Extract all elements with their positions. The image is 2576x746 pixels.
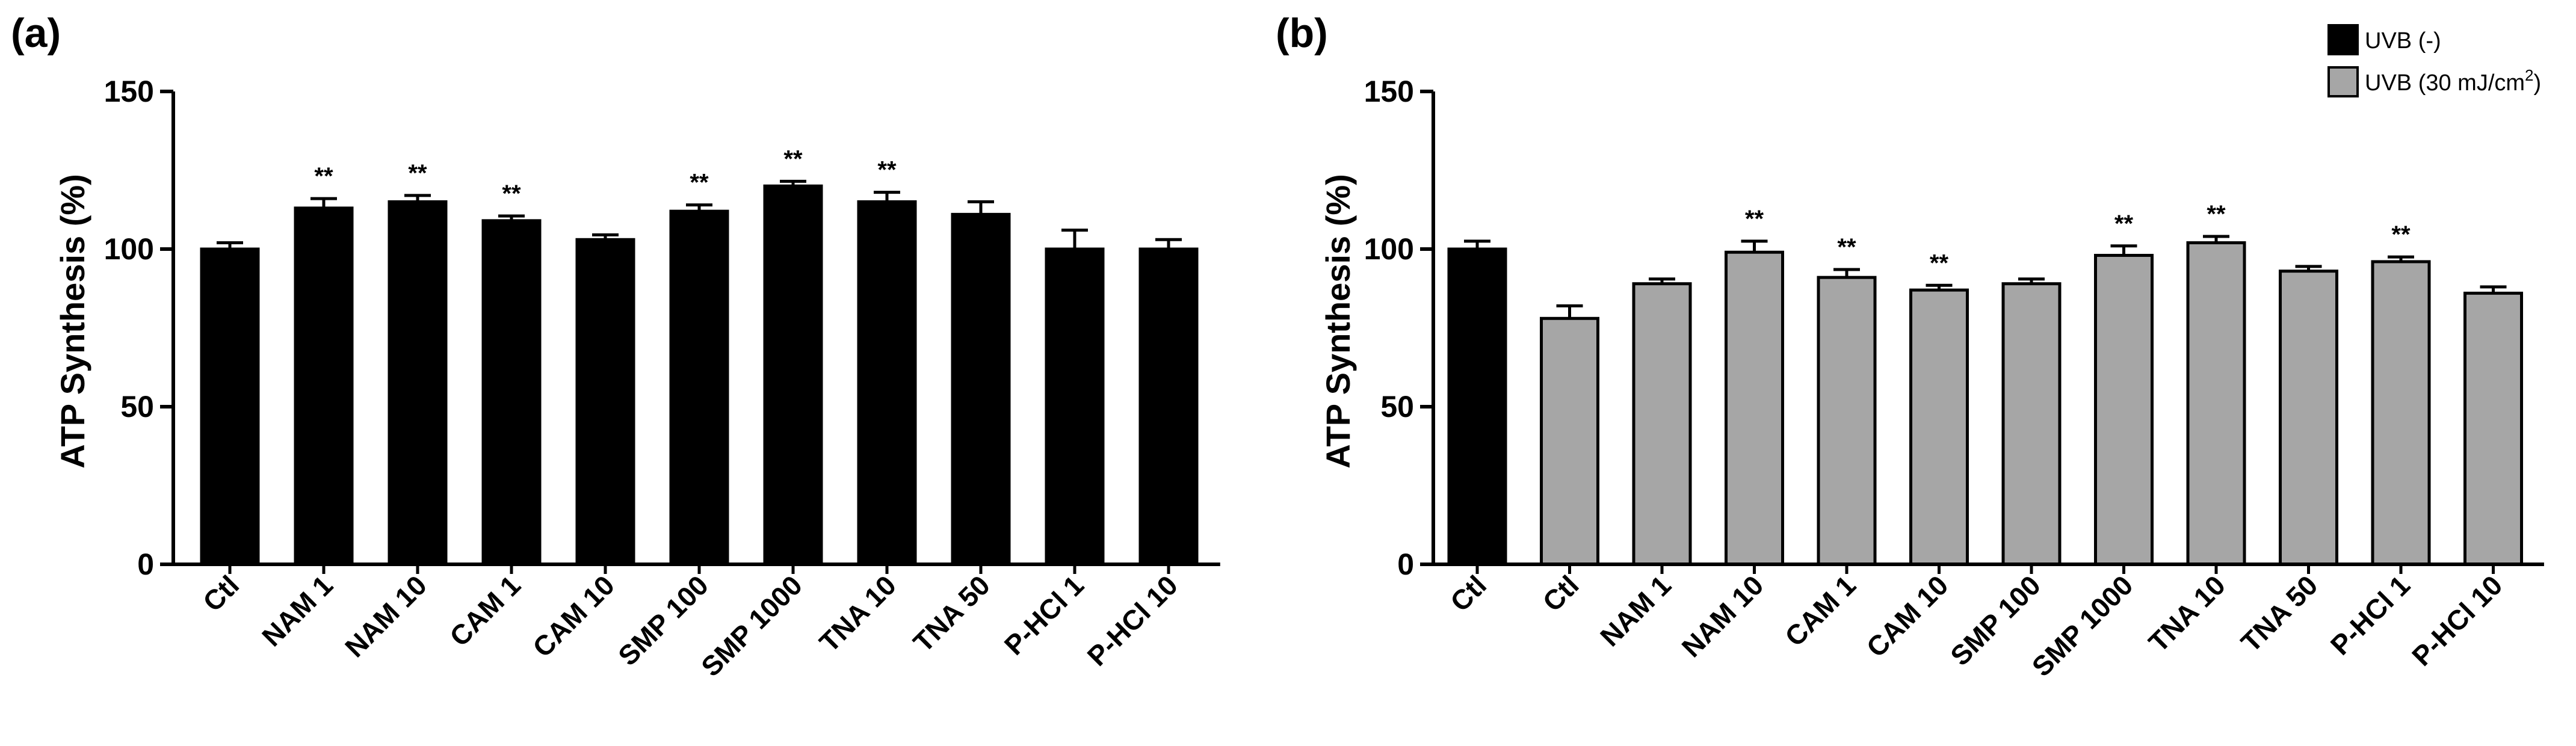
panel-a-bar-8: [951, 212, 1011, 566]
panel-b-y-tick-label: 100: [1364, 232, 1414, 266]
panel-b-category-label: TNA 10: [2142, 569, 2231, 658]
panel-a-y-axis-title: ATP Synthesis (%): [54, 174, 91, 469]
panel-b-bar-3: [1725, 250, 1784, 566]
panel-a-bar-2: [388, 200, 448, 566]
legend-label-uvb-neg: UVB (-): [2365, 28, 2441, 54]
panel-a-bar-10: [1138, 247, 1199, 566]
panel-a-category-label: NAM 1: [256, 569, 339, 652]
panel-a-category-label: P-HCl 1: [998, 569, 1090, 661]
panel-b-category-label: CAM 1: [1779, 569, 1862, 652]
panel-a-label: (a): [11, 10, 61, 56]
panel-a-y-tick-label: 150: [104, 75, 154, 108]
panel-b-significance-mark: **: [2207, 201, 2226, 227]
panel-a-bar-9: [1045, 247, 1105, 566]
legend-label-uvb-30-sup: 2: [2525, 66, 2533, 84]
panel-b-y-tick-label: 50: [1380, 390, 1414, 424]
panel-a-bars: ** ** ** ** ** **: [200, 146, 1199, 566]
panel-a-significance-mark: **: [408, 160, 427, 186]
panel-b-category-label: CAM 10: [1860, 569, 1954, 663]
panel-b-bar-2: [1632, 282, 1692, 566]
panel-b-category-label: Ctl: [1444, 569, 1492, 617]
panel-a-category-label: SMP 1000: [695, 569, 808, 682]
panel-b-significance-mark: **: [1837, 234, 1856, 260]
legend: UVB (-) UVB (30 mJ/cm2): [2327, 24, 2541, 97]
panel-b-category-label: NAM 1: [1594, 569, 1677, 652]
panel-b-y-axis: 0 50 100 150: [1364, 75, 1435, 581]
panel-a-significance-mark: **: [502, 180, 521, 207]
panel-a-category-label: P-HCl 10: [1081, 569, 1184, 672]
panel-a-category-label: NAM 10: [339, 569, 433, 663]
legend-label-uvb-30: UVB (30 mJ/cm2): [2365, 66, 2541, 96]
legend-label-uvb-30-tail: ): [2534, 70, 2542, 96]
panel-b-category-label: Ctl: [1536, 569, 1584, 617]
panel-a-category-label: CAM 1: [443, 569, 527, 652]
panel-b-bar-5: [1909, 288, 1969, 566]
legend-label-uvb-30-main: UVB (30 mJ/cm: [2365, 70, 2525, 96]
panel-a-y-tick-label: 0: [137, 547, 154, 581]
panel-b-bar-10: [2371, 260, 2431, 566]
panel-b-y-tick-label: 0: [1397, 547, 1414, 581]
panel-b-bar-7: [2094, 253, 2154, 566]
panel-b-bar-1: [1540, 316, 1599, 566]
panel-b-significance-mark: **: [2114, 211, 2134, 237]
panel-a-category-label: TNA 10: [813, 569, 902, 658]
panel-a-significance-mark: **: [877, 157, 897, 183]
panel-a-significance-mark: **: [783, 146, 803, 172]
panel-b-bar-11: [2463, 291, 2523, 566]
panel-a-bar-4: [575, 238, 635, 566]
panel-b-bar-6: [2001, 282, 2062, 566]
legend-swatch-uvb-neg: [2327, 24, 2359, 55]
panel-a-category-label: TNA 50: [907, 569, 996, 658]
panel-b-bar-4: [1817, 276, 1877, 566]
panel-b-category-label: P-HCl 1: [2324, 569, 2416, 661]
legend-swatch-uvb-30: [2327, 66, 2359, 97]
panel-b-y-tick-label: 150: [1364, 75, 1414, 108]
panel-b-bars: ** ** ** ** ** **: [1447, 201, 2523, 566]
panel-b-bar-8: [2186, 241, 2246, 566]
panel-a-significance-mark: **: [314, 163, 333, 190]
panel-a-y-axis: 0 50 100 150: [104, 75, 175, 581]
panel-a-bar-3: [481, 219, 542, 566]
panel-b-bar-9: [2279, 270, 2338, 566]
panel-b-significance-mark: **: [1930, 250, 1949, 276]
panel-b-category-label: SMP 1000: [2026, 569, 2139, 682]
panel-b-bar-0: [1447, 247, 1507, 566]
panel-a-bar-5: [669, 209, 729, 566]
panel-a-category-label: Ctl: [197, 569, 245, 617]
panel-b-category-label: NAM 10: [1675, 569, 1769, 663]
panel-a-y-tick-label: 100: [104, 232, 154, 266]
panel-b-category-label: TNA 50: [2235, 569, 2324, 658]
panel-b-significance-mark: **: [2391, 221, 2411, 248]
panel-a-bar-6: [763, 184, 823, 566]
panel-a-category-label: CAM 10: [527, 569, 620, 663]
panel-b-y-axis-title: ATP Synthesis (%): [1319, 174, 1357, 469]
panel-a-bar-0: [200, 247, 260, 566]
panel-a-significance-mark: **: [690, 170, 709, 196]
panel-b-category-label: P-HCl 10: [2406, 569, 2509, 672]
panel-a-bar-1: [294, 206, 354, 566]
panel-a-y-tick-label: 50: [120, 390, 154, 424]
panel-b-label: (b): [1276, 10, 1328, 56]
panel-a-bar-7: [857, 200, 917, 566]
panel-b-significance-mark: **: [1745, 206, 1764, 232]
